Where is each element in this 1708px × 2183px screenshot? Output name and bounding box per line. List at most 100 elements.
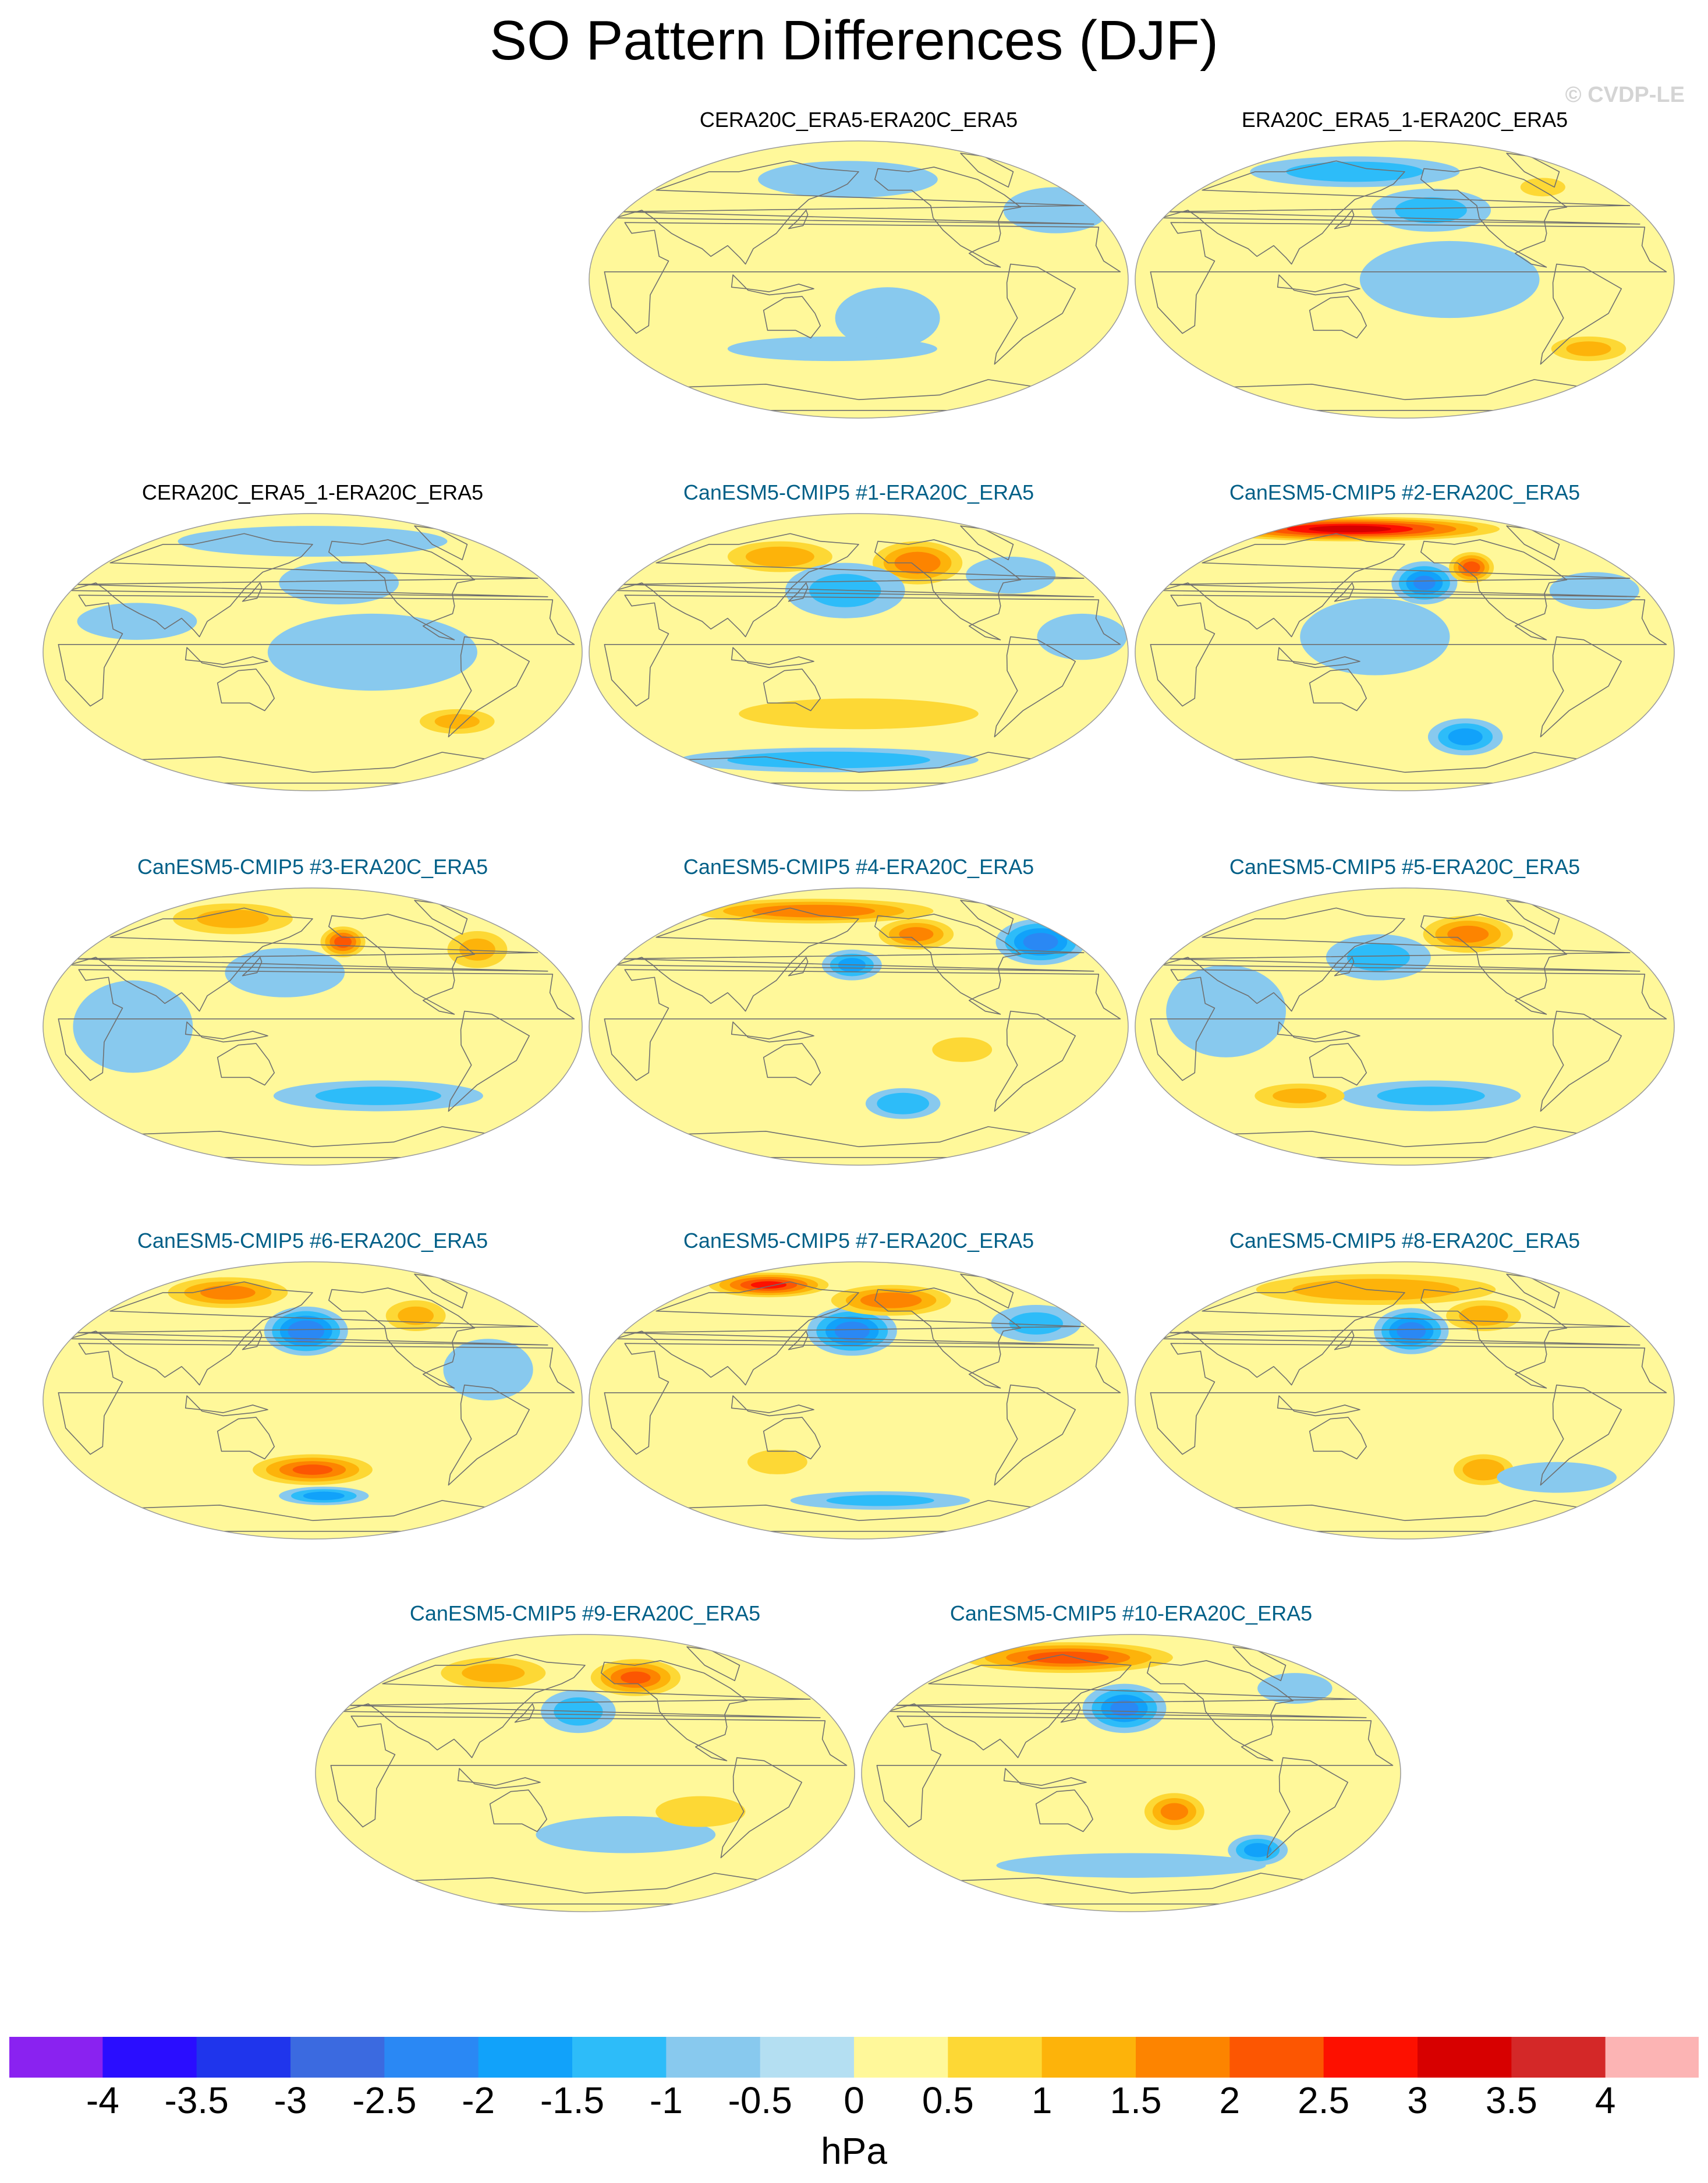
coastline xyxy=(1160,1281,1640,1386)
coastline xyxy=(614,907,1094,1012)
coastline xyxy=(994,1384,1076,1486)
colorbar xyxy=(9,2036,1699,2078)
coastline xyxy=(328,1287,476,1389)
map-panel-p4 xyxy=(589,513,1129,791)
coastline xyxy=(960,900,1014,935)
coastline xyxy=(330,1715,848,1828)
colorbar-tick-label: -2.5 xyxy=(352,2079,417,2121)
anomaly-contour xyxy=(288,1320,324,1342)
colorbar-box xyxy=(478,2036,573,2078)
coastline xyxy=(1150,969,1667,1081)
coastline xyxy=(68,1281,548,1386)
panel-title: CanESM5-CMIP5 #7-ERA20C_ERA5 xyxy=(683,1229,1034,1253)
anomaly-contour xyxy=(225,948,345,997)
copyright-label: © CVDP-LE xyxy=(1565,83,1685,107)
coastline xyxy=(731,1395,814,1417)
coastline xyxy=(1540,1010,1622,1112)
anomaly-contour xyxy=(1160,1803,1189,1820)
coastline xyxy=(788,957,809,976)
coastline xyxy=(604,969,1121,1081)
anomaly-contour xyxy=(1395,197,1467,224)
coastline xyxy=(489,1789,547,1832)
coastline xyxy=(185,647,268,668)
coastline xyxy=(1035,1789,1093,1832)
coastline xyxy=(457,1768,541,1789)
anomaly-contour xyxy=(877,1092,930,1115)
coastline xyxy=(763,1417,821,1460)
coastline xyxy=(874,914,1022,1015)
coastline xyxy=(132,1126,493,1158)
coastline xyxy=(614,160,1094,265)
coastline xyxy=(1420,539,1568,641)
coastline xyxy=(678,1500,1039,1532)
anomaly-contour xyxy=(834,1321,870,1341)
anomaly-contour xyxy=(1497,1462,1617,1493)
colorbar-box xyxy=(572,2036,667,2078)
anomaly-contour xyxy=(655,1796,746,1827)
map-panel-p12 xyxy=(315,1634,855,1912)
coastline xyxy=(1334,582,1355,602)
colorbar-tick-label: -2 xyxy=(462,2079,495,2121)
anomaly-contour xyxy=(1110,1700,1139,1717)
map-panel-p3 xyxy=(42,513,583,791)
colorbar-labels: -4 -3.5 -3 -2.5 -2 -1.5 -1 -0.5 0 0.5 1 1.5 2 2.5 3 3.5… xyxy=(0,2082,1708,2134)
coastline xyxy=(514,1703,535,1723)
anomaly-contour xyxy=(1448,728,1483,746)
figure-title: SO Pattern Differences (DJF) xyxy=(490,9,1218,72)
colorbar-box xyxy=(666,2036,761,2078)
anomaly-contour xyxy=(267,613,477,691)
coastline xyxy=(614,533,1094,638)
units-label: hPa xyxy=(821,2130,887,2172)
colorbar-box xyxy=(102,2036,197,2078)
anomaly-contour xyxy=(1286,161,1424,182)
coastline xyxy=(960,525,1014,561)
coastline xyxy=(887,1654,1367,1759)
coastline xyxy=(414,1273,468,1309)
anomaly-contour xyxy=(1377,1087,1485,1105)
colorbar-box xyxy=(1041,2036,1136,2078)
coastline xyxy=(731,1021,814,1043)
coastline xyxy=(68,533,548,638)
coastline xyxy=(763,296,821,339)
anomaly-contour xyxy=(1346,943,1410,971)
map-panel-p2 xyxy=(1135,140,1675,419)
colorbar-tick-label: 1 xyxy=(1031,2079,1053,2121)
coastline xyxy=(1309,1417,1367,1460)
coastline xyxy=(58,969,575,1081)
colorbar-tick-label: -1 xyxy=(649,2079,683,2121)
coastline xyxy=(1540,263,1622,365)
map-panel-p7 xyxy=(589,887,1129,1166)
anomaly-contour xyxy=(292,1464,333,1475)
map-panel-p8 xyxy=(1135,887,1675,1166)
coastline xyxy=(448,1384,530,1486)
coastline xyxy=(405,1873,766,1905)
anomaly-contour xyxy=(1309,525,1391,533)
anomaly-contour xyxy=(739,698,979,730)
colorbar-box xyxy=(948,2036,1043,2078)
anomaly-contour xyxy=(1397,1322,1426,1340)
colorbar-tick-label: -0.5 xyxy=(728,2079,792,2121)
coastline xyxy=(1160,533,1640,638)
anomaly-contour xyxy=(178,526,448,557)
coastline xyxy=(604,1343,1121,1455)
coastline xyxy=(1540,636,1622,738)
colorbar-tick-label: 1.5 xyxy=(1110,2079,1162,2121)
anomaly-contour xyxy=(1459,1305,1508,1326)
coastline xyxy=(720,1757,803,1859)
coastline xyxy=(1150,222,1667,334)
panel-title: CanESM5-CMIP5 #10-ERA20C_ERA5 xyxy=(949,1601,1313,1625)
anomaly-contour xyxy=(462,1664,525,1682)
map-border xyxy=(1135,1261,1675,1540)
coastline xyxy=(58,1343,575,1455)
coastline xyxy=(1160,160,1640,265)
panel-title: CanESM5-CMIP5 #1-ERA20C_ERA5 xyxy=(683,480,1034,504)
anomaly-contour xyxy=(1447,925,1489,943)
coastline xyxy=(328,539,476,641)
coastline xyxy=(604,222,1121,334)
coastline xyxy=(731,647,814,668)
coastline xyxy=(731,274,814,296)
anomaly-contour xyxy=(826,1495,934,1506)
colorbar-tick-label: 3 xyxy=(1407,2079,1428,2121)
anomaly-contour xyxy=(197,910,269,928)
coastline xyxy=(1277,274,1360,296)
